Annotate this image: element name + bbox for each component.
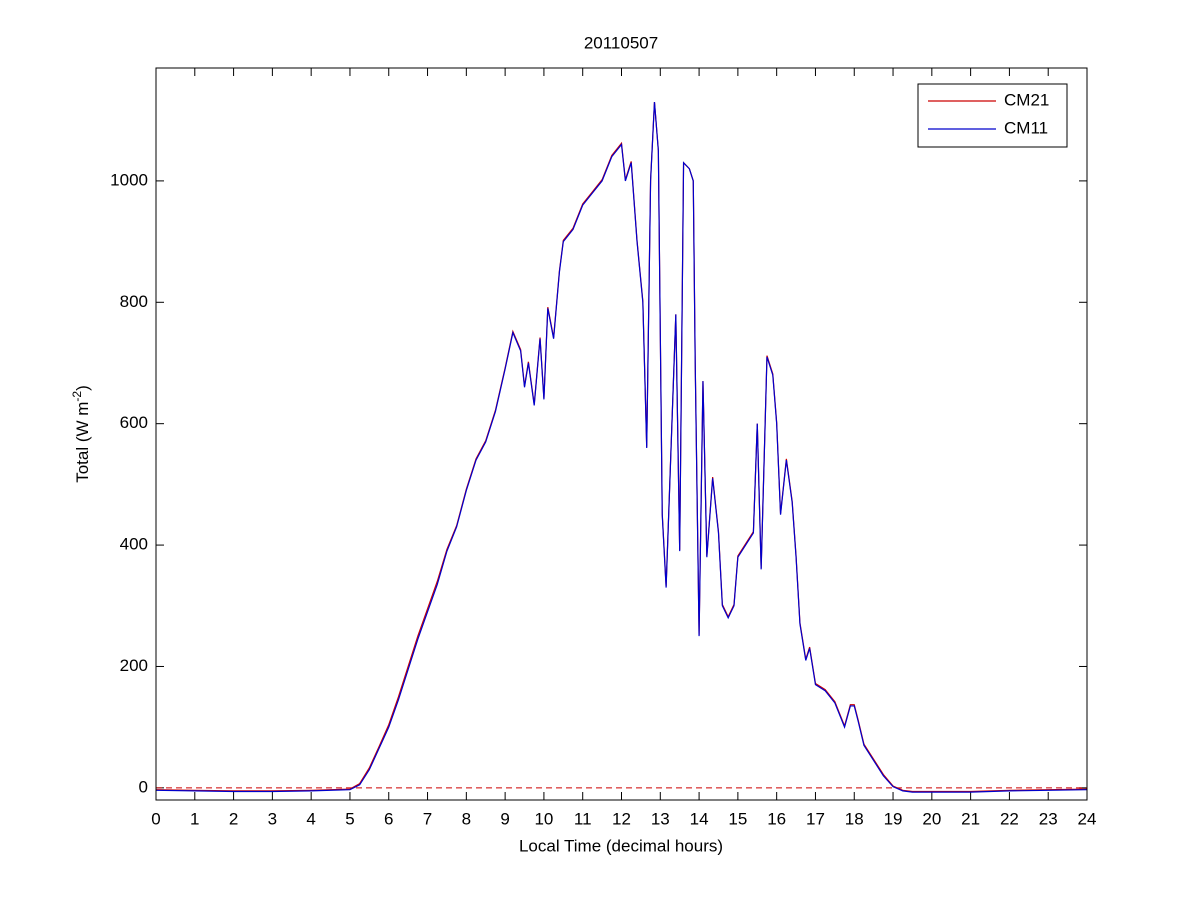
y-axis-label-text: Total (W m [73, 402, 92, 483]
x-tick-label: 2 [229, 809, 238, 828]
x-tick-label: 15 [728, 809, 747, 828]
x-tick-label: 7 [423, 809, 432, 828]
x-tick-label: 1 [190, 809, 199, 828]
x-tick-label: 16 [767, 809, 786, 828]
x-tick-label: 12 [612, 809, 631, 828]
x-tick-label: 14 [690, 809, 709, 828]
legend-label: CM11 [1004, 118, 1048, 137]
y-tick-label: 1000 [110, 170, 148, 189]
y-axis-label: Total (W m-2) [70, 385, 92, 483]
x-tick-label: 13 [651, 809, 670, 828]
y-axis-label-suffix: ) [73, 385, 92, 391]
y-tick-label: 200 [120, 656, 148, 675]
chart-title: 20110507 [584, 33, 658, 52]
legend-box [917, 83, 1068, 148]
x-tick-label: 9 [500, 809, 509, 828]
x-tick-label: 21 [961, 809, 980, 828]
x-tick-label: 3 [268, 809, 277, 828]
plot-frame [155, 67, 1088, 801]
y-tick-label: 800 [120, 292, 148, 311]
x-tick-label: 18 [845, 809, 864, 828]
x-tick-label: 17 [806, 809, 825, 828]
y-tick-label: 400 [120, 535, 148, 554]
series-line [156, 101, 1087, 793]
x-axis-label: Local Time (decimal hours) [519, 836, 723, 855]
x-tick-label: 10 [534, 809, 553, 828]
x-tick-label: 0 [151, 809, 160, 828]
x-tick-label: 4 [306, 809, 315, 828]
x-tick-label: 22 [1000, 809, 1019, 828]
x-tick-label: 8 [462, 809, 471, 828]
y-tick-label: 0 [139, 777, 148, 796]
x-tick-label: 24 [1078, 809, 1097, 828]
x-tick-label: 5 [345, 809, 354, 828]
x-tick-label: 11 [574, 809, 592, 828]
x-tick-label: 20 [922, 809, 941, 828]
y-axis-label-sup: -2 [70, 391, 84, 402]
x-tick-label: 23 [1039, 809, 1058, 828]
y-tick-label: 600 [120, 413, 148, 432]
x-tick-label: 6 [384, 809, 393, 828]
legend-label: CM21 [1004, 90, 1049, 109]
x-tick-label: 19 [884, 809, 903, 828]
